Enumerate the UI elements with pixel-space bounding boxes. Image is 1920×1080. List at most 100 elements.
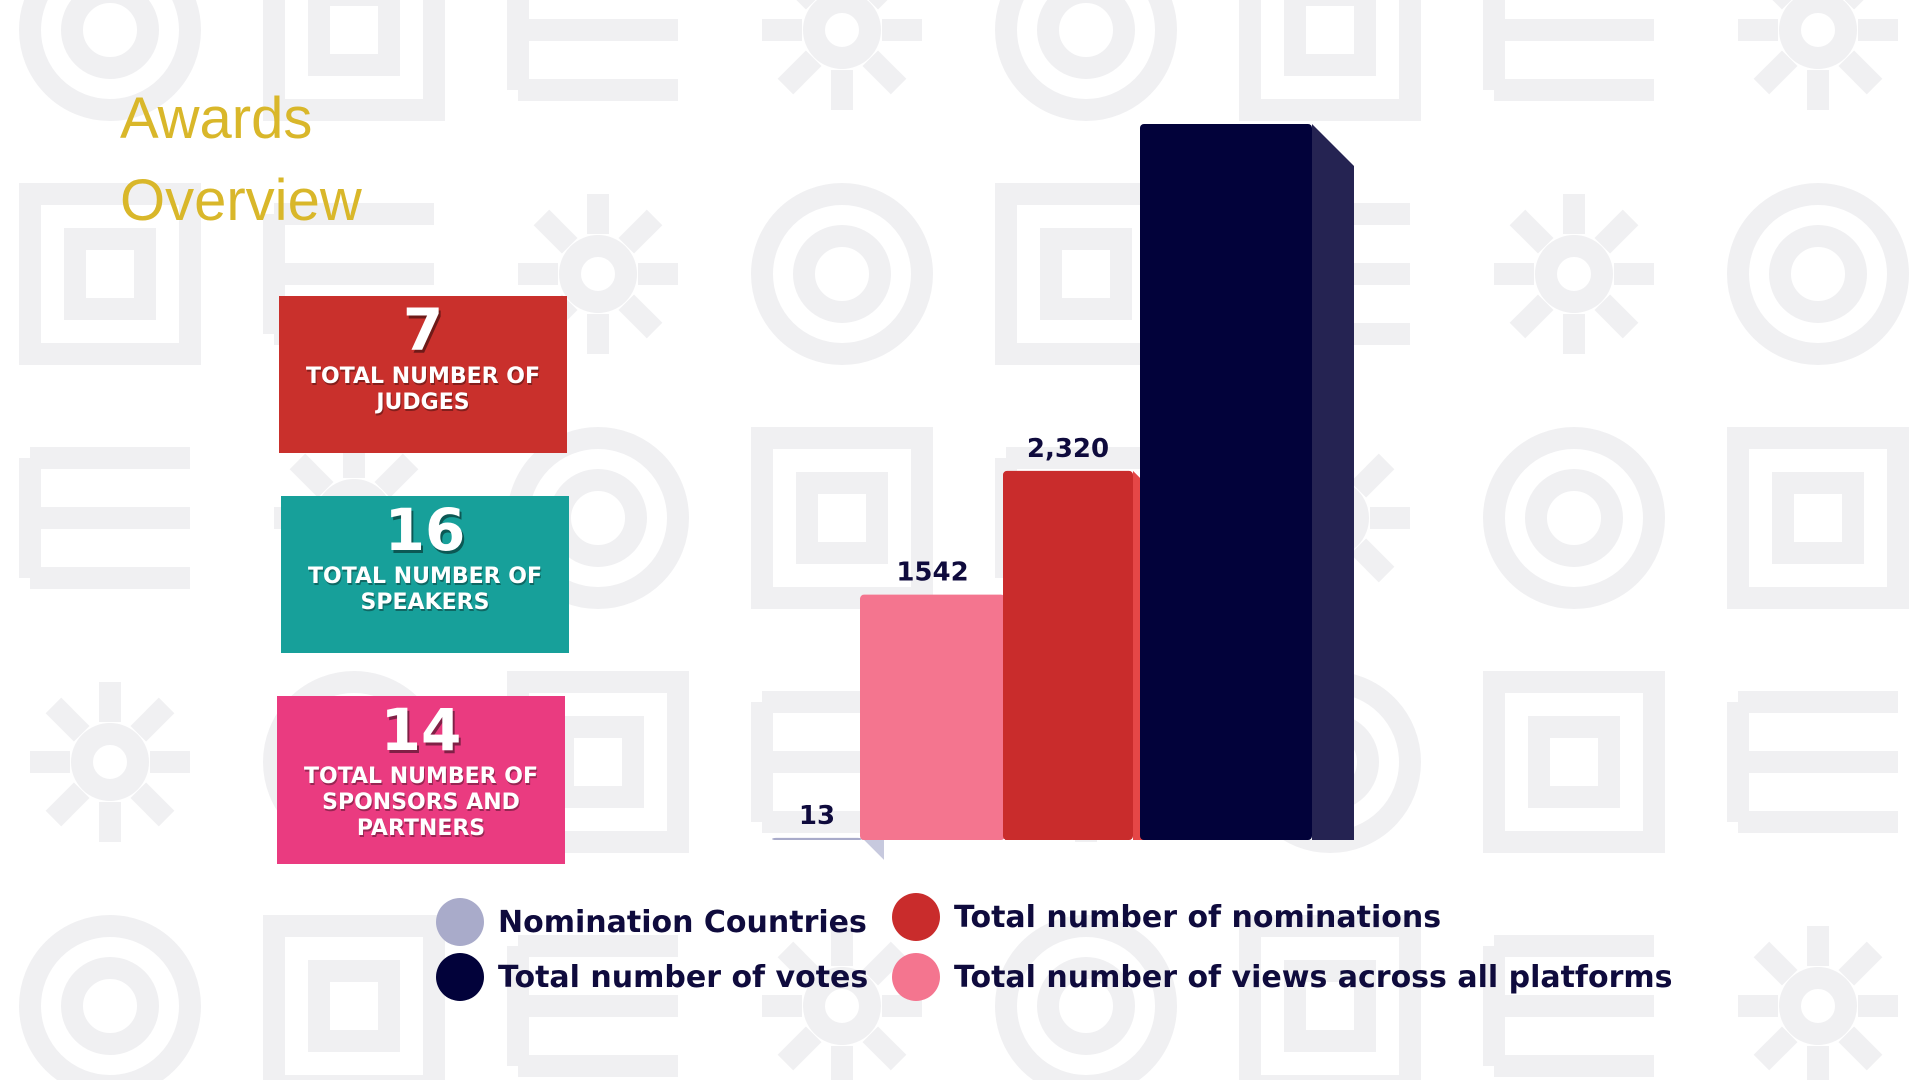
motif-ray bbox=[862, 50, 907, 95]
motif-ray bbox=[130, 697, 175, 742]
motif-lines bbox=[1727, 691, 1898, 833]
motif-ray bbox=[1594, 209, 1639, 254]
motif-circle bbox=[549, 469, 647, 567]
motif-circle bbox=[559, 235, 637, 313]
motif-ray bbox=[289, 453, 334, 498]
motif-square bbox=[64, 228, 156, 320]
motif-ray bbox=[1509, 209, 1554, 254]
motif-circle bbox=[61, 0, 159, 79]
motif-circle bbox=[995, 915, 1177, 1080]
motif-ray bbox=[1753, 50, 1798, 95]
motif-circle bbox=[71, 723, 149, 801]
motif-ray bbox=[796, 0, 816, 10]
motif-square bbox=[1727, 427, 1909, 609]
motif-ray bbox=[618, 209, 663, 254]
motif-ray bbox=[862, 941, 907, 986]
motif-ray bbox=[1844, 0, 1864, 10]
motif-square bbox=[552, 716, 644, 808]
motif-circle bbox=[1779, 0, 1857, 69]
motif-circle bbox=[1779, 967, 1857, 1045]
bar-value-label: 2,320 bbox=[1027, 434, 1109, 464]
legend-item-votes: Total number of votes bbox=[436, 953, 868, 1001]
legend-item-countries: Nomination Countries bbox=[436, 898, 867, 946]
motif-circle bbox=[751, 183, 933, 365]
stat-label: TOTAL NUMBER OF SPONSORS AND PARTNERS bbox=[303, 764, 538, 841]
motif-circle bbox=[1535, 235, 1613, 313]
motif-square bbox=[263, 0, 445, 121]
motif-ray bbox=[130, 782, 175, 827]
motif-circle bbox=[803, 967, 881, 1045]
motif-ray bbox=[45, 782, 90, 827]
stat-value: 14 bbox=[380, 696, 462, 764]
motif-square bbox=[308, 0, 400, 76]
motif-ray bbox=[1753, 1026, 1798, 1071]
motif-circle bbox=[19, 0, 201, 121]
motif-ray bbox=[777, 1026, 822, 1071]
bar bbox=[860, 594, 1005, 840]
motif-square bbox=[1483, 671, 1665, 853]
motif-lines bbox=[507, 935, 678, 1077]
motif-square bbox=[1284, 960, 1376, 1052]
motif-ray bbox=[1509, 294, 1554, 339]
motif-ray bbox=[1838, 941, 1883, 986]
stat-card-speakers: 16 TOTAL NUMBER OF SPEAKERS bbox=[281, 496, 569, 653]
bar-side bbox=[862, 837, 884, 860]
motif-lines bbox=[751, 691, 922, 833]
motif-square bbox=[796, 472, 888, 564]
motif-ray bbox=[1838, 1026, 1883, 1071]
motif-circle bbox=[61, 957, 159, 1055]
legend-label: Total number of views across all platfor… bbox=[954, 959, 1673, 995]
motif-square bbox=[19, 183, 201, 365]
legend-swatch bbox=[436, 953, 484, 1001]
legend-item-nominations: Total number of nominations bbox=[892, 893, 1441, 941]
motif-square bbox=[1772, 472, 1864, 564]
legend-label: Nomination Countries bbox=[498, 904, 867, 940]
motif-lines bbox=[1483, 0, 1654, 101]
stat-label: TOTAL NUMBER OF SPEAKERS bbox=[307, 564, 542, 615]
legend-label: Total number of nominations bbox=[954, 899, 1442, 935]
stat-card-judges: 7 TOTAL NUMBER OF JUDGES bbox=[279, 296, 567, 453]
bar-value-label: 13 bbox=[799, 801, 835, 831]
motif-lines bbox=[1483, 935, 1654, 1077]
stat-card-sponsors: 14 TOTAL NUMBER OF SPONSORS AND PARTNERS bbox=[277, 696, 565, 864]
motif-circle bbox=[1769, 225, 1867, 323]
bar-side bbox=[1312, 124, 1354, 840]
legend-label: Total number of votes bbox=[498, 959, 869, 995]
motif-circle bbox=[803, 0, 881, 69]
motif-circle bbox=[995, 0, 1177, 121]
legend-swatch bbox=[892, 953, 940, 1001]
motif-ray bbox=[1753, 941, 1798, 986]
motif-circle bbox=[1483, 427, 1665, 609]
legend-swatch bbox=[892, 893, 940, 941]
motif-ray bbox=[374, 453, 419, 498]
motif-square bbox=[1040, 228, 1132, 320]
motif-ray bbox=[1772, 0, 1792, 10]
motif-circle bbox=[1727, 183, 1909, 365]
page-title: Awards Overview bbox=[120, 86, 362, 233]
motif-circle bbox=[793, 225, 891, 323]
motif-ray bbox=[1350, 538, 1395, 583]
motif-ray bbox=[777, 941, 822, 986]
motif-ray bbox=[868, 0, 888, 10]
motif-square bbox=[751, 427, 933, 609]
motif-ray bbox=[533, 209, 578, 254]
motif-lines bbox=[507, 0, 678, 101]
motif-square bbox=[308, 960, 400, 1052]
motif-square bbox=[1239, 0, 1421, 121]
motif-lines bbox=[19, 447, 190, 589]
motif-square bbox=[1239, 915, 1421, 1080]
motif-ray bbox=[777, 50, 822, 95]
stat-label: TOTAL NUMBER OF JUDGES bbox=[305, 364, 540, 415]
motif-circle bbox=[19, 915, 201, 1080]
motif-ray bbox=[45, 697, 90, 742]
motif-ray bbox=[1350, 453, 1395, 498]
motif-ray bbox=[1838, 50, 1883, 95]
stat-value: 7 bbox=[402, 296, 444, 364]
motif-circle bbox=[1525, 469, 1623, 567]
motif-ray bbox=[1594, 294, 1639, 339]
motif-square bbox=[1528, 716, 1620, 808]
motif-circle bbox=[1037, 957, 1135, 1055]
bar bbox=[772, 837, 862, 840]
bar bbox=[1140, 124, 1312, 840]
bar-chart: 13 1542 2,320 bbox=[772, 124, 1354, 860]
